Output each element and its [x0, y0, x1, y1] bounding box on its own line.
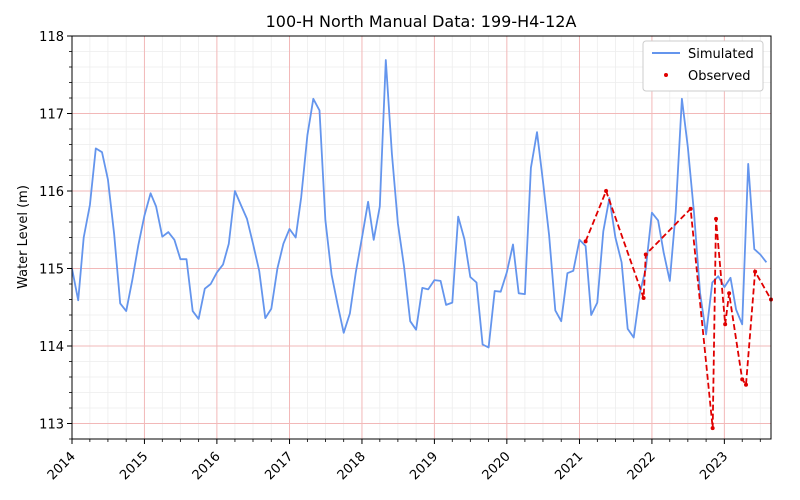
y-axis: 113 114 115 116 117 118 [39, 30, 72, 440]
legend-simulated-label: Simulated [688, 47, 754, 62]
series-layer [72, 59, 773, 431]
observed-point [710, 426, 715, 431]
y-tick-label: 117 [39, 108, 64, 123]
y-tick-label: 116 [39, 185, 64, 200]
observed-point [753, 269, 758, 274]
legend-observed-label: Observed [688, 69, 751, 84]
observed-point [604, 189, 609, 193]
observed-point [714, 216, 719, 221]
observed-point [641, 295, 646, 300]
y-axis-label: Water Level (m) [16, 185, 31, 289]
y-tick-label: 115 [39, 263, 64, 278]
legend: Simulated Observed [642, 40, 764, 92]
y-tick-label: 113 [39, 418, 64, 433]
observed-point [740, 377, 745, 382]
observed-point [723, 322, 728, 327]
observed-point [643, 252, 648, 257]
observed-point [743, 382, 748, 387]
chart-title: 100-H North Manual Data: 199-H4-12A [266, 12, 577, 31]
y-tick-label: 118 [39, 30, 64, 45]
minor-grid [72, 36, 771, 440]
y-tick-label: 114 [39, 340, 64, 355]
observed-point [727, 291, 732, 296]
legend-observed-marker [664, 73, 668, 77]
observed-point [583, 239, 588, 244]
simulated-series-line [72, 59, 768, 349]
observed-point [688, 206, 693, 211]
